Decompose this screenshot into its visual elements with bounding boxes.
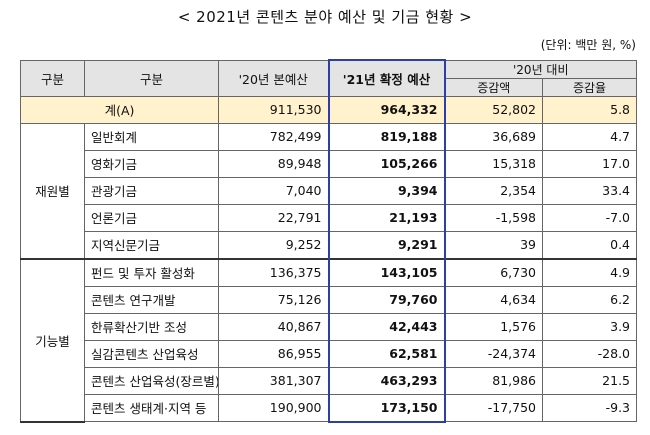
table-title: < 2021년 콘텐츠 분야 예산 및 기금 현황 > bbox=[177, 8, 473, 26]
row-b2020: 381,307 bbox=[218, 366, 329, 395]
row-diff: -17,750 bbox=[444, 393, 543, 422]
row-b2020: 86,955 bbox=[218, 339, 329, 368]
group-label: 기능별 bbox=[20, 257, 85, 423]
row-rate: 4.7 bbox=[541, 122, 638, 151]
row-b2020: 40,867 bbox=[218, 312, 329, 341]
row-b2020: 22,791 bbox=[218, 203, 329, 232]
row-diff: 15,318 bbox=[444, 149, 543, 178]
row-diff: 6,730 bbox=[444, 257, 543, 287]
row-b2020: 89,948 bbox=[218, 149, 329, 178]
row-diff: 4,634 bbox=[444, 285, 543, 314]
table-row: 콘텐츠 생태계·지역 등 190,900 173,150 -17,750 -9.3 bbox=[21, 393, 638, 423]
table-row: 콘텐츠 연구개발 75,126 79,760 4,634 6.2 bbox=[21, 285, 638, 314]
row-label: 언론기금 bbox=[84, 203, 219, 232]
row-b2021: 9,291 bbox=[327, 230, 446, 259]
row-b2020: 75,126 bbox=[218, 285, 329, 314]
table-row: 한류확산기반 조성 40,867 42,443 1,576 3.9 bbox=[21, 312, 638, 341]
row-rate: 3.9 bbox=[541, 312, 638, 341]
row-rate: -28.0 bbox=[541, 339, 638, 368]
table-body: 계(A) 911,530 964,332 52,802 5.8 재원별 일반회계 7… bbox=[20, 95, 638, 423]
table-row: 관광기금 7,040 9,394 2,354 33.4 bbox=[21, 176, 638, 205]
header-budget-2020: '20년 본예산 bbox=[218, 59, 329, 97]
row-b2021: 105,266 bbox=[327, 149, 446, 178]
row-label: 펀드 및 투자 활성화 bbox=[84, 257, 219, 287]
budget-table: 구분 구분 '20년 본예산 '21년 확정 예산 '20년 대비 증감액 증감… bbox=[20, 59, 638, 423]
header-vs-2020: '20년 대비 bbox=[443, 59, 638, 79]
row-label: 한류확산기반 조성 bbox=[84, 312, 219, 341]
row-b2021: 173,150 bbox=[327, 393, 446, 423]
row-b2021: 9,394 bbox=[327, 176, 446, 205]
row-rate: 33.4 bbox=[541, 176, 638, 205]
row-b2020: 190,900 bbox=[218, 393, 329, 422]
table-row: 지역신문기금 9,252 9,291 39 0.4 bbox=[21, 230, 638, 259]
row-b2020: 9,252 bbox=[218, 230, 329, 259]
row-label: 영화기금 bbox=[84, 149, 219, 178]
table-row: 콘텐츠 산업육성(장르별) 381,307 463,293 81,986 21.5 bbox=[21, 366, 638, 395]
header-category: 구분 bbox=[20, 59, 85, 97]
row-diff: 1,576 bbox=[444, 312, 543, 341]
row-label: 일반회계 bbox=[84, 122, 219, 151]
total-label: 계(A) bbox=[20, 95, 219, 124]
table-row: 기능별 펀드 및 투자 활성화 136,375 143,105 6,730 4.9 bbox=[20, 257, 638, 423]
total-b2020: 911,530 bbox=[218, 95, 329, 124]
header-change-rate: 증감율 bbox=[541, 77, 638, 97]
unit-note: (단위: 백만 원, %) bbox=[540, 38, 636, 52]
row-b2020: 136,375 bbox=[218, 257, 329, 287]
header-subcategory: 구분 bbox=[84, 59, 219, 97]
row-label: 실감콘텐츠 산업육성 bbox=[84, 339, 219, 368]
row-rate: 17.0 bbox=[541, 149, 638, 178]
header-change-amount: 증감액 bbox=[444, 77, 543, 97]
row-label: 지역신문기금 bbox=[84, 230, 219, 259]
table-row: 재원별 일반회계 782,499 819,188 36,689 4.7 bbox=[20, 122, 638, 259]
row-b2021: 42,443 bbox=[327, 312, 446, 341]
row-rate: -7.0 bbox=[541, 203, 638, 232]
row-b2021: 79,760 bbox=[327, 285, 446, 314]
row-rate: 6.2 bbox=[541, 285, 638, 314]
row-label: 콘텐츠 연구개발 bbox=[84, 285, 219, 314]
row-rate: 4.9 bbox=[541, 257, 638, 287]
row-diff: 36,689 bbox=[444, 122, 543, 151]
row-diff: 39 bbox=[444, 230, 543, 259]
row-diff: -24,374 bbox=[444, 339, 543, 368]
row-b2021: 21,193 bbox=[327, 203, 446, 232]
total-b2021: 964,332 bbox=[327, 95, 446, 124]
group-label: 재원별 bbox=[20, 122, 85, 259]
table-row: 영화기금 89,948 105,266 15,318 17.0 bbox=[21, 149, 638, 178]
header-budget-2021: '21년 확정 예산 bbox=[327, 59, 446, 97]
table-row: 언론기금 22,791 21,193 -1,598 -7.0 bbox=[21, 203, 638, 232]
row-diff: 81,986 bbox=[444, 366, 543, 395]
total-rate: 5.8 bbox=[541, 95, 638, 124]
total-diff: 52,802 bbox=[444, 95, 543, 124]
total-row: 계(A) 911,530 964,332 52,802 5.8 bbox=[20, 95, 638, 124]
table-row: 실감콘텐츠 산업육성 86,955 62,581 -24,374 -28.0 bbox=[21, 339, 638, 368]
row-rate: -9.3 bbox=[541, 393, 638, 422]
row-diff: 2,354 bbox=[444, 176, 543, 205]
row-b2020: 7,040 bbox=[218, 176, 329, 205]
row-diff: -1,598 bbox=[444, 203, 543, 232]
row-label: 콘텐츠 산업육성(장르별) bbox=[84, 366, 219, 395]
row-b2021: 62,581 bbox=[327, 339, 446, 368]
row-b2021: 463,293 bbox=[327, 366, 446, 395]
row-b2021: 819,188 bbox=[327, 122, 446, 151]
row-rate: 21.5 bbox=[541, 366, 638, 395]
row-rate: 0.4 bbox=[541, 230, 638, 259]
row-b2021: 143,105 bbox=[327, 257, 446, 287]
row-label: 콘텐츠 생태계·지역 등 bbox=[84, 393, 219, 422]
row-b2020: 782,499 bbox=[218, 122, 329, 151]
row-label: 관광기금 bbox=[84, 176, 219, 205]
